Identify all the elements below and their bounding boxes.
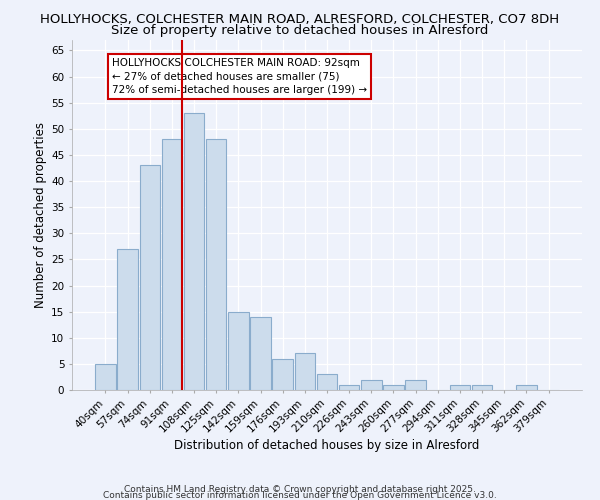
Bar [450,385,470,390]
Y-axis label: Number of detached properties: Number of detached properties [34,122,47,308]
Bar [406,380,426,390]
Bar [118,249,138,390]
Bar [272,358,293,390]
Text: Size of property relative to detached houses in Alresford: Size of property relative to detached ho… [112,24,488,37]
Text: Contains public sector information licensed under the Open Government Licence v3: Contains public sector information licen… [103,491,497,500]
Bar [228,312,248,390]
Bar [140,166,160,390]
Bar [295,354,315,390]
Text: HOLLYHOCKS, COLCHESTER MAIN ROAD, ALRESFORD, COLCHESTER, CO7 8DH: HOLLYHOCKS, COLCHESTER MAIN ROAD, ALRESF… [40,12,560,26]
Text: Contains HM Land Registry data © Crown copyright and database right 2025.: Contains HM Land Registry data © Crown c… [124,484,476,494]
Bar [383,385,404,390]
Bar [317,374,337,390]
Bar [95,364,116,390]
Bar [206,140,226,390]
X-axis label: Distribution of detached houses by size in Alresford: Distribution of detached houses by size … [175,438,479,452]
Bar [339,385,359,390]
Bar [361,380,382,390]
Bar [472,385,493,390]
Text: HOLLYHOCKS COLCHESTER MAIN ROAD: 92sqm
← 27% of detached houses are smaller (75): HOLLYHOCKS COLCHESTER MAIN ROAD: 92sqm ←… [112,58,367,94]
Bar [516,385,536,390]
Bar [184,113,204,390]
Bar [161,140,182,390]
Bar [250,317,271,390]
